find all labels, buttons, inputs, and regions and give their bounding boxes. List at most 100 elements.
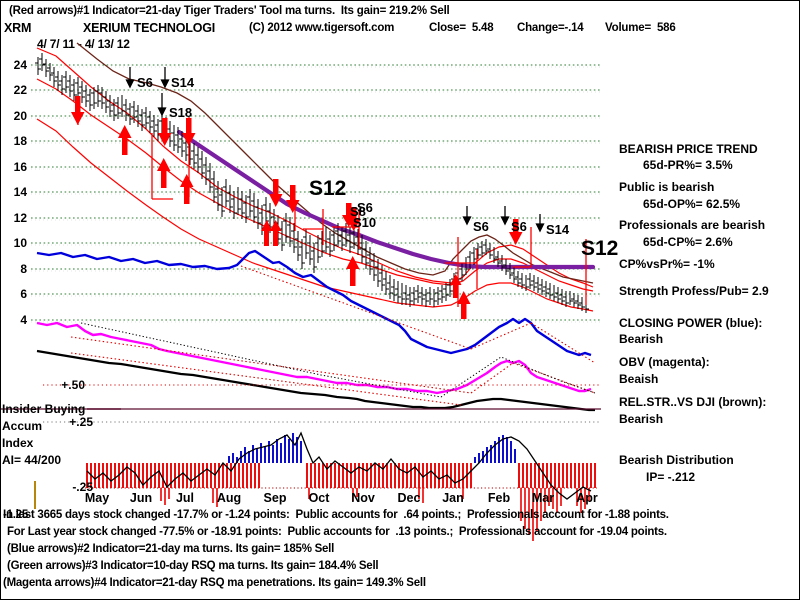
buy-arrow-red xyxy=(450,274,462,298)
obv-status: Beaish xyxy=(619,372,659,386)
sell-arrow-red xyxy=(509,219,523,245)
signal-label-s6-a: S6 xyxy=(137,75,153,90)
price-tick-20: 20 xyxy=(13,109,27,123)
price-tick-22: 22 xyxy=(13,83,27,97)
black-signal-arrows xyxy=(125,67,545,233)
signal-label-s14-b: S14 xyxy=(546,222,570,237)
obv-dotted-trendline xyxy=(80,322,596,398)
month-label-oct: Oct xyxy=(308,491,330,505)
price-tick-14: 14 xyxy=(13,185,27,199)
month-label-jul: Jul xyxy=(175,491,195,505)
lower-tick-plus50: +.50 xyxy=(61,378,85,392)
signal-label-s6-d: S6 xyxy=(511,219,527,234)
rel-str-lower-line xyxy=(36,349,595,412)
sell-arrow-red xyxy=(286,185,300,213)
sell-arrow-red xyxy=(71,96,85,125)
signal-label-s10: S10 xyxy=(353,215,377,230)
black-arrow-down xyxy=(160,67,170,89)
footer-line-blue-arrows: (Blue arrows)#2 Indicator=21-day ma turn… xyxy=(7,543,335,555)
price-tick-12: 12 xyxy=(13,211,27,225)
footer-line-green-arrows: (Green arrows)#3 Indicator=10-day RSQ ma… xyxy=(7,560,379,572)
price-tick-24: 24 xyxy=(13,58,27,72)
strength-profess-pub-value: Strength Profess/Pub= 2.9 xyxy=(619,284,769,298)
band-upper xyxy=(36,47,594,288)
professional-sentiment-value: 65d-CP%= 2.6% xyxy=(643,235,733,249)
ai-value-label: AI= 44/200 xyxy=(2,453,62,467)
month-label-dec: Dec xyxy=(397,491,421,505)
rel-str-dji-line xyxy=(76,42,594,284)
month-label-mar: Mar xyxy=(531,491,555,505)
sell-arrows-red xyxy=(71,96,523,245)
footer-line-magenta-arrows: (Magenta arrows)#4 Indicator=21-day RSQ … xyxy=(3,577,426,589)
bearish-price-trend-title: BEARISH PRICE TREND xyxy=(619,142,758,156)
signal-label-s12-b: S12 xyxy=(581,237,619,260)
professional-sentiment-title: Professionals are bearish xyxy=(619,218,766,232)
header-indicator-line: (Red arrows)#1 Indicator=21-day Tiger Tr… xyxy=(9,5,450,17)
black-arrow-down xyxy=(535,214,545,233)
ip-overlay-line xyxy=(86,431,592,500)
black-arrow-down xyxy=(500,206,510,226)
header-change: Change=-.14 xyxy=(517,22,584,34)
price-tick-10: 10 xyxy=(13,236,27,250)
cp-vs-pr-value: CP%vsPr%= -1% xyxy=(619,257,715,271)
accum-label: Accum xyxy=(2,419,43,433)
price-tick-4: 4 xyxy=(20,313,27,327)
black-arrow-down xyxy=(157,93,167,117)
rel-str-dji-status: Bearish xyxy=(619,412,664,426)
lower-tick-minus25: -.25 xyxy=(72,480,93,494)
price-tick-18: 18 xyxy=(13,134,27,148)
buy-arrows-red xyxy=(118,125,471,319)
header-date-range: 4/ 7/ 11 - 4/ 13/ 12 xyxy=(37,37,130,51)
month-label-nov: Nov xyxy=(351,491,375,505)
bearish-distribution-title: Bearish Distribution xyxy=(619,453,734,467)
closing-power-title: CLOSING POWER (blue): xyxy=(619,316,763,330)
band-lower xyxy=(36,118,594,312)
insider-buying-label: Insider Buying xyxy=(2,402,86,416)
public-sentiment-value: 65d-OP%= 62.5% xyxy=(643,197,741,211)
signal-label-s6-c: S6 xyxy=(473,219,489,234)
month-label-apr: Apr xyxy=(576,491,598,505)
footer-overlap-minus125: -1.25 xyxy=(3,509,28,521)
header-company: XERIUM TECHNOLOGI xyxy=(83,21,216,35)
price-tick-8: 8 xyxy=(20,262,27,276)
signal-label-s18: S18 xyxy=(169,105,193,120)
public-sentiment-title: Public is bearish xyxy=(619,180,715,194)
rel-str-dji-title: REL.STR..VS DJI (brown): xyxy=(619,395,767,409)
black-arrow-down xyxy=(125,67,135,89)
signal-label-s12-a: S12 xyxy=(309,177,347,200)
signal-label-s6-b: S6 xyxy=(357,200,373,215)
signal-label-s8: S8 xyxy=(350,204,366,219)
month-label-jan: Jan xyxy=(442,491,464,505)
buy-arrow-red xyxy=(457,291,471,319)
price-tick-16: 16 xyxy=(13,160,27,174)
month-label-aug: Aug xyxy=(216,491,242,505)
bearish-price-trend-value: 65d-PR%= 3.5% xyxy=(643,158,733,172)
buy-arrow-red xyxy=(270,220,282,246)
header-symbol: XRM xyxy=(4,21,32,35)
black-arrow-down xyxy=(462,206,472,226)
buy-arrow-red xyxy=(261,220,273,246)
indicator-trendlines xyxy=(70,265,596,406)
sell-arrow-red xyxy=(269,179,283,207)
buy-arrow-red xyxy=(346,256,360,286)
footer-line-last3665days: In last 3665 days stock changed -17.7% o… xyxy=(3,509,669,521)
price-tick-6: 6 xyxy=(20,287,27,301)
buy-arrow-red xyxy=(180,174,194,204)
sell-arrow-red xyxy=(347,207,361,231)
buy-arrow-red xyxy=(118,125,132,155)
header-volume: Volume= 586 xyxy=(605,22,676,34)
footer-line-lastyear: For Last year stock changed -77.5% or -1… xyxy=(7,526,667,538)
buy-arrow-red xyxy=(157,158,171,188)
lower-tick-plus25: +.25 xyxy=(69,415,93,429)
ip-bars-positive xyxy=(228,433,516,463)
month-label-sep: Sep xyxy=(263,491,287,505)
sell-arrow-red xyxy=(158,118,172,146)
closing-power-line xyxy=(36,249,592,357)
header-close: Close= 5.48 xyxy=(429,22,494,34)
sell-arrow-red xyxy=(182,118,196,146)
month-label-jun: Jun xyxy=(129,491,153,505)
obv-title: OBV (magenta): xyxy=(619,355,710,369)
month-label-feb: Feb xyxy=(487,491,511,505)
